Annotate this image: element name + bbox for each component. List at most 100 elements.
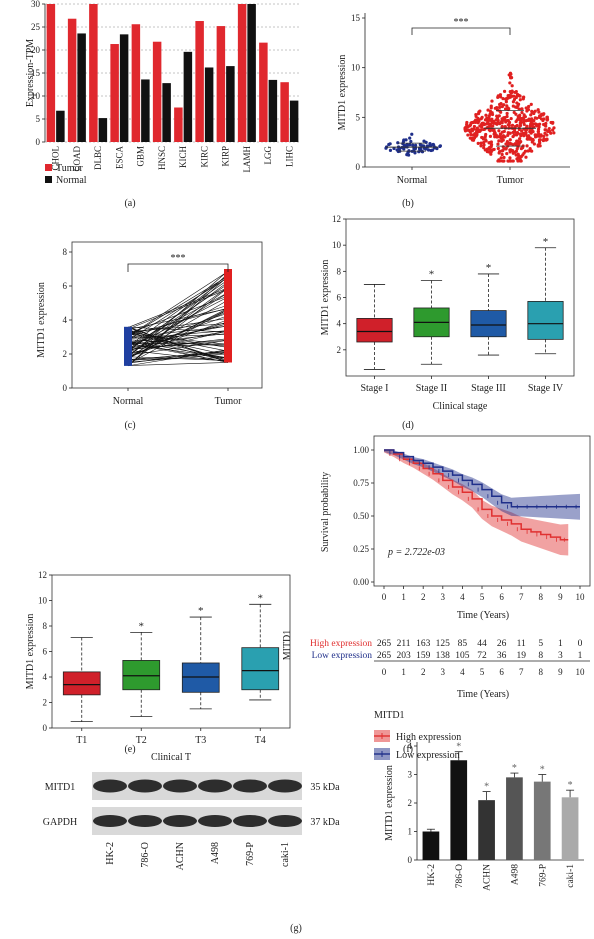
panel-b-point-tumor [495,122,499,126]
panel-b-point-tumor [499,110,503,114]
panel-g-significance-star: * [484,782,489,793]
panel-f-x-tick-label: 10 [576,592,586,602]
panel-c-pair-line [127,340,229,363]
panel-c-pair-line [127,287,229,366]
panel-c-x-tick-label: Tumor [215,396,243,407]
panel-a-y-tick-label: 5 [36,114,41,124]
blot-band [93,815,127,827]
panel-f-risk-count: 163 [416,639,431,649]
panel-f-risk-count: 85 [458,639,468,649]
panel-g-bar-786-o [450,760,468,860]
panel-b-point-tumor [514,153,518,157]
panel-c-pair-line [127,296,229,349]
panel-b-point-normal [422,139,426,143]
panel-g-y-label: MITD1 expression [384,765,395,841]
blot-band [198,779,232,793]
panel-b-point-tumor [523,149,528,153]
panel-f-risk-count: 265 [377,639,392,649]
panel-g-bar-caki-1 [561,797,579,860]
panel-e-box-4 [241,647,280,691]
panel-b-point-normal [430,148,435,152]
panel-b-point-tumor [505,114,509,119]
panel-f-y-label: Survival probability [320,472,331,552]
panel-g-x-tick-label: caki-1 [566,864,576,888]
panel-f-risk-count: 26 [497,639,507,649]
panel-b-point-tumor [496,146,500,151]
panel-b-point-normal [438,144,442,148]
panel-b-point-tumor [474,113,478,117]
panel-f-risk-count: 5 [538,639,543,649]
panel-c-significance-label: *** [171,253,186,264]
blot-band [233,815,267,827]
blot-band [233,779,267,793]
panel-e-x-tick-label: T2 [136,735,147,746]
panel-b-x-tick-label: Tumor [497,175,525,186]
panel-b-point-tumor [500,130,505,134]
panel-d-x-tick-label: Stage I [360,383,388,394]
blot-row-label: GAPDH [43,817,77,828]
panel-b-point-tumor [467,128,471,132]
panel-b-point-tumor [528,129,532,133]
panel-g-significance-star: * [512,763,517,774]
panel-a-group: 0 5 10 15 20 25 30 Expression-TPM CHOL COAD DLBC ES… [25,0,300,186]
panel-b-point-tumor [480,115,484,119]
panel-d-box-1 [356,318,393,343]
panel-b-point-tumor [521,96,525,100]
panel-b-point-tumor [497,158,501,162]
panel-b-point-tumor [498,132,503,136]
panel-b-point-tumor [512,94,516,98]
panel-c-pair-line [127,271,229,337]
panel-b-point-normal [392,146,396,151]
panel-b-point-tumor [499,156,503,160]
panel-b-point-tumor [500,139,504,143]
panel-g-x-tick-label: 769-P [538,864,548,887]
panel-b-point-normal [408,143,412,147]
panel-c-pair-line [127,286,229,360]
panel-b-point-tumor [518,157,522,162]
blot-band [198,815,232,827]
panel-a-x-tick-label: DLBC [93,146,103,170]
panel-f-risk-count: 72 [477,651,487,661]
panel-b-significance-bracket [411,27,511,35]
panel-g-x-tick-label: ACHN [483,864,493,891]
panel-b-point-normal [387,142,391,147]
panel-b-point-tumor [529,113,533,117]
panel-e-y-tick-label: 4 [43,672,48,682]
panel-d-y-tick-label: 12 [332,214,341,224]
panel-b-point-tumor [493,131,497,135]
panel-b-point-tumor [542,134,546,139]
panel-c-pair-line [127,318,229,334]
panel-b-point-tumor [470,137,474,141]
panel-a-x-tick-label: KIRP [221,146,231,167]
panel-b-point-tumor [476,121,480,125]
panel-c-pair-line [127,329,229,361]
panel-a-y-tick-label: 10 [31,91,41,101]
panel-b-point-tumor [475,126,479,130]
panel-g-x-tick-label: 786-O [455,864,465,888]
panel-f-risk-row-label: High expression [310,639,372,649]
panel-f-curve-low [384,449,580,508]
panel-b-point-tumor [508,81,512,85]
panel-f-risk-count: 138 [436,651,451,661]
panel-b-point-tumor [552,126,556,130]
panel-b-point-tumor [500,117,504,121]
panel-f-risk-x-tick-label: 4 [460,667,465,677]
panel-b-y-tick-label: 5 [356,112,361,122]
blot-band [163,815,197,827]
panel-e-y-tick-label: 0 [43,723,48,733]
panel-f-risk-x-tick-label: 7 [519,667,524,677]
panel-f-x-tick-label: 4 [460,592,465,602]
panel-b-point-tumor [474,134,478,138]
panel-f-x-tick-label: 5 [480,592,485,602]
panel-label-f: (f) [403,744,413,755]
panel-a-x-tick-label: COAD [72,146,82,172]
panel-label-g: (g) [290,923,302,934]
panel-b-point-tumor [514,112,518,116]
panel-b-significance-label: *** [454,17,469,28]
panel-b-point-tumor [531,130,535,134]
panel-b-point-tumor [497,129,501,133]
panel-b-point-tumor [490,112,495,117]
panel-b-point-tumor [536,108,540,112]
panel-a-x-tick-label: GBM [136,146,146,167]
panel-a-y-tick-label: 25 [31,22,41,32]
